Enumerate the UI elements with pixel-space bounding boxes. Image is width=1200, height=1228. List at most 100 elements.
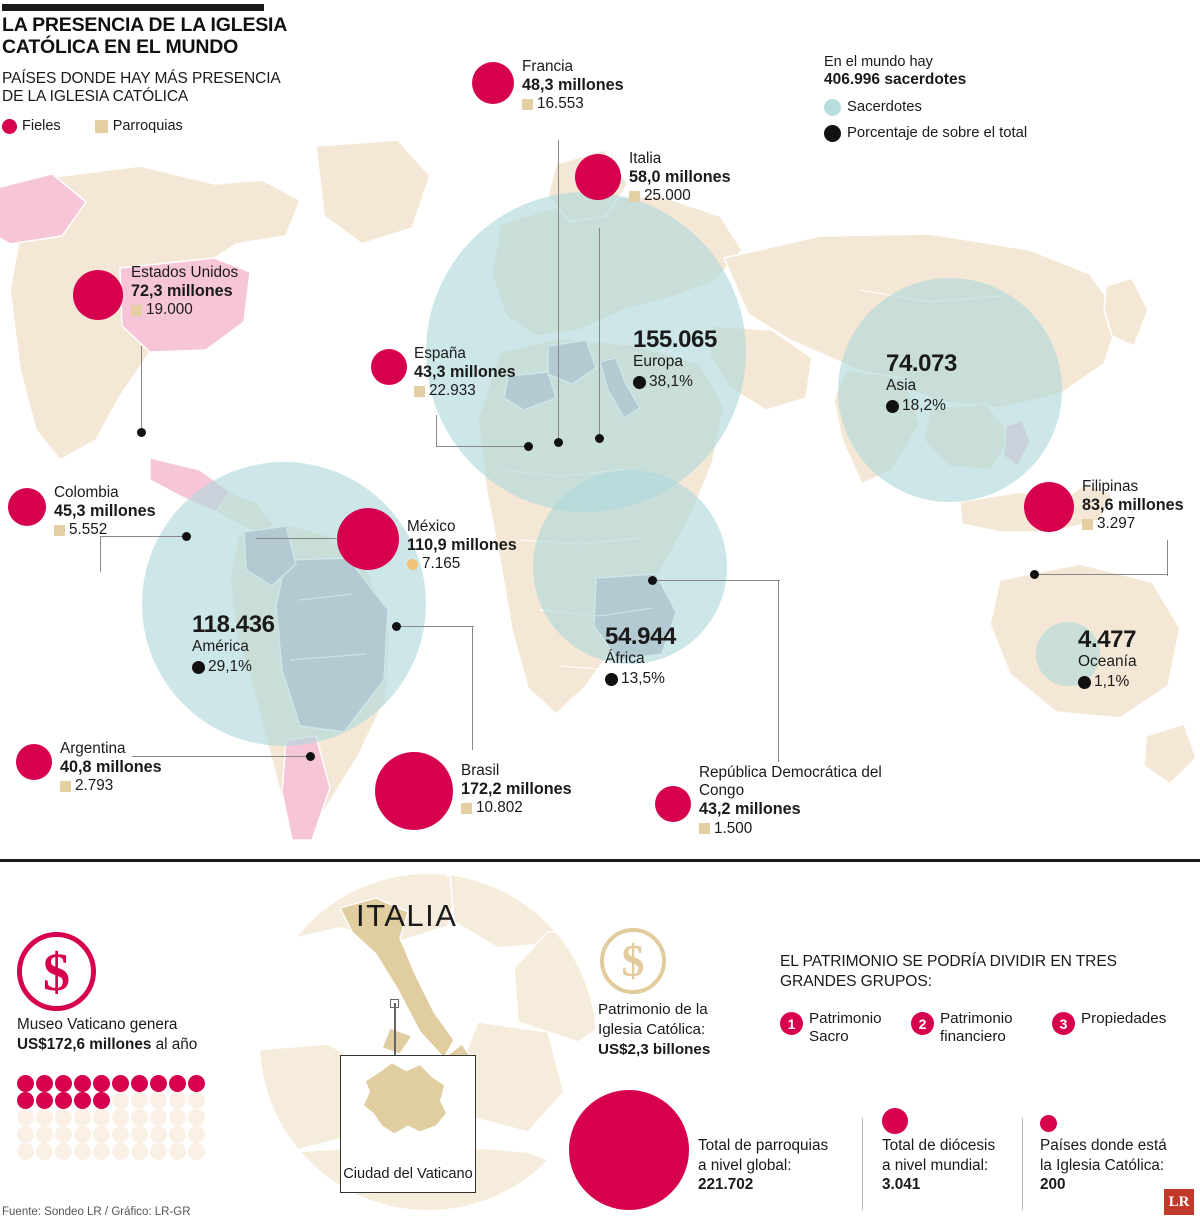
bubble-percent-asia: 18,2% [886,397,957,416]
percent-dot-icon [605,672,618,686]
brasil-parishes-value: 10.802 [476,799,523,817]
grupo-number-2: 2 [911,1012,934,1035]
patrimonio-line2: Iglesia Católica: [598,1021,706,1039]
congo-parishes: 1.500 [699,820,894,838]
filipinas-name: Filipinas [1082,478,1139,495]
sacerdotes-circle-icon [824,98,841,116]
espana-parishes-value: 22.933 [429,382,476,400]
leader-colombia-h [100,536,186,538]
argentina-parishes-value: 2.793 [75,777,114,795]
bubble-value-america: 118.436 [192,611,275,638]
museo-dot [169,1126,186,1143]
bubble-percent-value-america: 29,1% [208,657,252,675]
stat-diocesis: Total de diócesis a nivel mundial: 3.041 [882,1136,995,1195]
congo-parishes-value: 1.500 [714,819,753,837]
brasil-name: Brasil [461,762,500,779]
museo-dot [93,1143,110,1160]
bubble-percent-value-oceania: 1,1% [1094,672,1130,690]
espana-fieles-circle [371,349,407,385]
congo-value: 43,2 millones [699,800,801,819]
argentina-value: 40,8 millones [60,758,162,777]
museo-dot-grid [17,1075,207,1160]
dollar-coin-pink-icon: $ [17,932,96,1011]
argentina-parishes: 2.793 [60,777,162,795]
museo-dot [150,1075,167,1092]
italia-fieles-circle [575,154,621,200]
mexico-parishes-value: 7.165 [422,555,461,573]
filipinas-parishes: 3.297 [1082,515,1184,533]
italy-map-label: ITALIA [356,898,458,933]
percent-dot-icon [886,399,899,413]
museo-dot [55,1126,72,1143]
bubble-percent-america: 29,1% [192,658,275,677]
museo-dot [17,1075,34,1092]
priest-legend-line2: 406.996 sacerdotes [824,71,967,89]
header-rule [2,4,264,11]
museo-dot [150,1092,167,1109]
museo-dot [112,1075,129,1092]
museo-dot [74,1126,91,1143]
bubble-label-oceania: 4.477 Oceanía 1,1% [1078,628,1137,692]
percent-circle-icon [824,124,841,142]
mexico-value: 110,9 millones [407,536,517,555]
museo-dot [74,1092,91,1109]
bubble-oceania [1036,622,1100,686]
museo-dot [93,1092,110,1109]
museo-dot [112,1092,129,1109]
museo-amount: US$172,6 millones [17,1035,152,1053]
mexico-fieles-circle [337,508,399,570]
grupo-item-3: 3 Propiedades [1052,1010,1185,1035]
museo-dot [36,1143,53,1160]
anchor-francia [554,438,563,447]
italia-parishes-value: 25.000 [644,187,691,205]
priest-legend-label-percent: Porcentaje de sobre el total [847,125,1028,142]
museo-dot [74,1075,91,1092]
anchor-eeuu [137,428,146,437]
bubble-name-africa: África [605,650,645,667]
parroquias-square-icon [131,305,142,317]
museo-dot [150,1109,167,1126]
leader-argentina [132,756,310,758]
patrimonio-text: Patrimonio de la Iglesia Católica: US$2,… [598,1000,778,1060]
mexico-parishes: 7.165 [407,555,517,573]
bubble-asia [838,278,1062,502]
museo-dot [150,1126,167,1143]
bubble-label-asia: 74.073 Asia 18,2% [886,352,957,416]
eeuu-parishes: 19.000 [131,301,238,319]
bubble-percent-africa: 13,5% [605,670,676,689]
anchor-espana [524,442,533,451]
leader-espana-v [436,415,438,447]
stat-parroquias-value: 221.702 [698,1176,754,1194]
priest-legend-item-sacerdotes: Sacerdotes [824,98,1194,116]
museo-dot [36,1109,53,1126]
grupo-number-3: 3 [1052,1012,1075,1035]
colombia-name: Colombia [54,484,119,501]
map-subtitle: PAÍSES DONDE HAY MÁS PRESENCIA DE LA IGL… [2,70,280,106]
colombia-parishes: 5.552 [54,521,156,539]
map-legend: Fieles Parroquias [2,118,183,134]
grupo-item-1: 1 Patrimonio Sacro [780,1010,887,1046]
museo-dot [131,1143,148,1160]
museo-dot [131,1109,148,1126]
bubble-percent-oceania: 1,1% [1078,673,1137,692]
filipinas-text: Filipinas 83,6 millones 3.297 [1082,478,1184,534]
museo-dot [55,1092,72,1109]
anchor-italia [595,434,604,443]
museo-vaticano-text: Museo Vaticano genera US$172,6 millones … [17,1015,227,1055]
percent-dot-icon [192,660,205,674]
parroquias-square-icon [94,119,108,133]
eeuu-name: Estados Unidos [131,264,239,281]
museo-dot [112,1109,129,1126]
museo-pre: Museo Vaticano genera [17,1016,178,1033]
museo-dot [93,1126,110,1143]
museo-dot [17,1143,34,1160]
stat-paises-value: 200 [1040,1176,1066,1194]
patrimonio-line1: Patrimonio de la [598,1001,708,1018]
stat-paises: Países donde está la Iglesia Católica: 2… [1040,1136,1167,1195]
grupo-label-1: Patrimonio Sacro [809,1010,882,1046]
museo-dot [55,1109,72,1126]
dollar-symbol: $ [43,941,70,1002]
legend-label-fieles: Fieles [22,118,61,134]
espana-name: España [414,345,466,362]
